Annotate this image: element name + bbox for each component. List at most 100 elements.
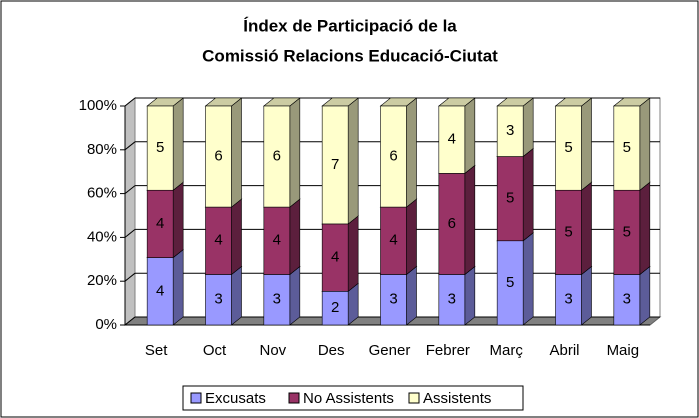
data-label: 5 (564, 139, 572, 156)
data-label: 5 (506, 190, 514, 207)
bar-side (522, 147, 534, 242)
side-wall (124, 96, 136, 327)
data-label: 5 (623, 139, 631, 156)
data-label: 5 (564, 223, 572, 240)
legend-box (182, 385, 524, 411)
legend-label: No Assistents (303, 390, 394, 407)
y-tick-label: 100% (79, 97, 117, 114)
x-tick-label: Des (318, 342, 345, 359)
bar (438, 274, 466, 326)
bar-side (581, 97, 592, 191)
bar (438, 105, 466, 174)
x-tick-label: Nov (259, 342, 286, 359)
data-label: 2 (331, 299, 339, 316)
x-tick-label: Gener (369, 342, 411, 359)
chart-title: Comissió Relacions Educació-Ciutat (202, 46, 498, 65)
x-tick-label: Abril (549, 342, 579, 359)
y-tick-label: 60% (87, 185, 117, 202)
data-label: 5 (156, 139, 164, 156)
bar (321, 291, 349, 326)
data-label: 6 (389, 148, 397, 165)
bar-side (522, 232, 534, 326)
bar-side (231, 198, 242, 276)
data-label: 3 (389, 291, 397, 308)
bar-side (581, 265, 592, 326)
bar-side (522, 97, 534, 158)
grid-line (124, 141, 136, 151)
data-label: 4 (156, 282, 164, 299)
bar (496, 105, 524, 157)
bar (146, 189, 174, 258)
grid-line (124, 229, 136, 238)
bar-side (347, 215, 359, 292)
legend-label: Assistents (423, 390, 491, 407)
grid-line (124, 97, 136, 107)
data-label: 3 (623, 291, 631, 308)
bar-side (231, 265, 242, 326)
bar (321, 105, 349, 225)
grid-line (124, 185, 136, 194)
data-label: 6 (273, 148, 281, 165)
data-label: 4 (214, 232, 222, 249)
x-tick-label: Set (145, 342, 168, 359)
bar-side (406, 198, 417, 276)
bar-side (172, 248, 184, 326)
bar-side (172, 181, 184, 259)
y-tick-label: 20% (87, 272, 117, 289)
legend-swatch (408, 392, 420, 404)
bar (146, 105, 174, 191)
bar-side (289, 265, 301, 326)
bar-side (639, 181, 651, 276)
x-tick-label: Oct (203, 342, 227, 359)
data-label: 3 (506, 122, 514, 139)
data-label: 3 (273, 291, 281, 308)
x-tick-label: Febrer (426, 342, 470, 359)
y-tick-label: 80% (87, 141, 117, 158)
bar (146, 257, 174, 326)
legend-label: Excusats (205, 390, 266, 407)
data-label: 6 (448, 215, 456, 232)
bar (380, 274, 407, 326)
bar-side (347, 97, 359, 225)
bar (613, 105, 641, 191)
bar-side (639, 97, 651, 191)
bar (380, 206, 407, 275)
data-label: 4 (273, 232, 281, 249)
bar (555, 189, 582, 275)
data-label: 3 (214, 291, 222, 308)
bar-side (406, 97, 417, 208)
bar (263, 105, 291, 208)
grid-line (124, 272, 136, 282)
data-label: 7 (331, 156, 339, 173)
x-tick-label: Març (489, 342, 523, 359)
bar (205, 274, 232, 326)
legend-swatch (288, 392, 300, 404)
bar (613, 189, 641, 275)
grid-line (124, 316, 136, 326)
bar (205, 105, 232, 208)
bar-side (464, 97, 476, 175)
bar-side (231, 97, 242, 208)
x-tick-label: Maig (607, 342, 640, 359)
bar (380, 105, 407, 208)
data-label: 3 (448, 291, 456, 308)
data-label: 4 (156, 215, 164, 232)
chart-title: Índex de Participació de la (243, 16, 457, 35)
data-label: 4 (448, 131, 456, 148)
bar (496, 240, 524, 326)
y-tick-label: 0% (95, 316, 117, 333)
legend-swatch (190, 392, 202, 404)
data-label: 3 (564, 291, 572, 308)
bar-side (289, 97, 301, 208)
bar-side (464, 265, 476, 326)
bar (263, 274, 291, 326)
data-label: 4 (389, 232, 397, 249)
bar-side (172, 97, 184, 191)
data-label: 6 (214, 148, 222, 165)
y-tick-label: 40% (87, 228, 117, 245)
data-label: 4 (331, 249, 339, 266)
data-label: 5 (506, 274, 514, 291)
bar-side (464, 164, 476, 276)
bar (613, 274, 641, 326)
